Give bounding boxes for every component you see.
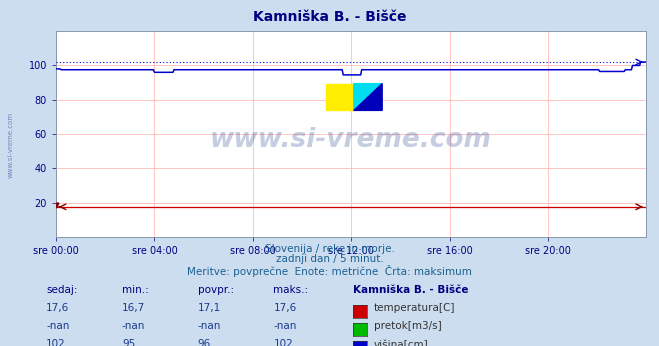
Text: 17,6: 17,6 <box>46 303 69 313</box>
Text: 102: 102 <box>46 339 66 346</box>
Text: -nan: -nan <box>198 321 221 331</box>
Text: pretok[m3/s]: pretok[m3/s] <box>374 321 442 331</box>
Text: 17,1: 17,1 <box>198 303 221 313</box>
Text: Meritve: povprečne  Enote: metrične  Črta: maksimum: Meritve: povprečne Enote: metrične Črta:… <box>187 265 472 277</box>
Text: Kamniška B. - Bišče: Kamniška B. - Bišče <box>253 10 406 24</box>
Text: www.si-vreme.com: www.si-vreme.com <box>210 127 492 153</box>
Text: -nan: -nan <box>122 321 145 331</box>
Polygon shape <box>354 84 382 110</box>
Text: Slovenija / reke in morje.: Slovenija / reke in morje. <box>264 244 395 254</box>
Text: 17,6: 17,6 <box>273 303 297 313</box>
Text: sedaj:: sedaj: <box>46 285 78 295</box>
Text: Kamniška B. - Bišče: Kamniška B. - Bišče <box>353 285 468 295</box>
Text: www.si-vreme.com: www.si-vreme.com <box>8 112 14 179</box>
Polygon shape <box>354 84 382 110</box>
Text: povpr.:: povpr.: <box>198 285 234 295</box>
Text: 16,7: 16,7 <box>122 303 145 313</box>
Text: temperatura[C]: temperatura[C] <box>374 303 455 313</box>
Text: 95: 95 <box>122 339 135 346</box>
Text: -nan: -nan <box>46 321 69 331</box>
Text: maks.:: maks.: <box>273 285 308 295</box>
Bar <box>326 84 354 110</box>
Text: min.:: min.: <box>122 285 149 295</box>
Text: višina[cm]: višina[cm] <box>374 339 428 346</box>
Text: -nan: -nan <box>273 321 297 331</box>
Text: zadnji dan / 5 minut.: zadnji dan / 5 minut. <box>275 254 384 264</box>
Text: 96: 96 <box>198 339 211 346</box>
Text: 102: 102 <box>273 339 293 346</box>
